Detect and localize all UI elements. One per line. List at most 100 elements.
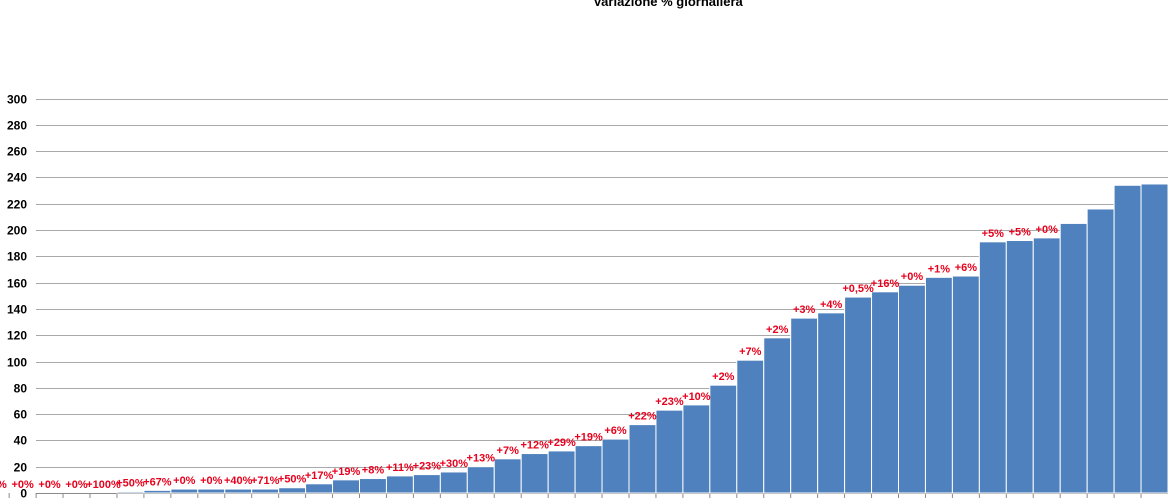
- bar: [1140, 183, 1169, 494]
- data-label: +0%: [38, 479, 61, 491]
- bar: [359, 478, 387, 494]
- bar-series: [116, 183, 1169, 494]
- data-label: +19%: [332, 466, 361, 478]
- y-tick-label: 240: [7, 171, 27, 185]
- data-label: +7%: [497, 445, 520, 457]
- y-tick-label: 60: [14, 408, 28, 422]
- y-tick-label: 160: [7, 277, 27, 291]
- bar: [871, 291, 899, 494]
- bar: [736, 359, 765, 494]
- data-label: +7%: [739, 346, 762, 358]
- data-label: +23%: [413, 461, 442, 473]
- data-label: +2%: [766, 324, 789, 336]
- bar: [1113, 184, 1142, 494]
- data-label: +50%: [278, 474, 307, 486]
- bar: [1032, 237, 1061, 494]
- bar: [547, 450, 576, 494]
- bar: [466, 466, 495, 494]
- bar: [655, 409, 684, 494]
- data-label: +29%: [547, 437, 576, 449]
- data-label: +5%: [982, 228, 1005, 240]
- bar: [197, 488, 226, 494]
- data-label: +2%: [712, 371, 735, 383]
- data-label: +0%: [11, 479, 34, 491]
- y-tick-label: 280: [7, 119, 27, 133]
- data-label: +0%: [901, 271, 924, 283]
- data-label: +11%: [386, 462, 414, 474]
- data-label: +3%: [793, 304, 816, 316]
- bar: [116, 491, 145, 494]
- data-label: +10%: [682, 391, 711, 403]
- data-label: +19%: [574, 432, 603, 444]
- gridlines: [8, 99, 1168, 498]
- bar: [385, 475, 414, 494]
- bar: [520, 453, 549, 494]
- bar: [817, 312, 846, 494]
- bar: [709, 384, 738, 494]
- bar: [601, 438, 630, 494]
- bar: [898, 284, 926, 494]
- bar: [978, 241, 1007, 494]
- bar: [924, 276, 953, 494]
- bar: [844, 296, 873, 494]
- bar: [170, 488, 199, 494]
- y-tick-label: 300: [7, 93, 27, 107]
- data-label: +0%: [1036, 224, 1059, 236]
- bar: [790, 317, 819, 494]
- bar: [493, 458, 522, 494]
- bar: [763, 337, 792, 494]
- data-label: +40%: [224, 475, 253, 487]
- data-label: +30%: [440, 458, 469, 470]
- bar: [143, 489, 172, 494]
- y-tick-label: 140: [7, 303, 27, 317]
- bar: [951, 275, 980, 494]
- data-label: +0%: [65, 479, 88, 491]
- bar: [628, 424, 657, 494]
- y-tick-label: 180: [7, 250, 27, 264]
- y-axis-ticks: 0 20 40 60 80 100 120 140 160 180 200 220 240 260 280 3…: [7, 93, 27, 501]
- bar: [412, 474, 441, 494]
- bar: [332, 479, 360, 494]
- bar: [224, 488, 253, 494]
- data-label: +5%: [1009, 227, 1032, 239]
- y-tick-label: 40: [14, 434, 28, 448]
- data-label: +12%: [520, 440, 549, 452]
- y-tick-label: 220: [7, 198, 27, 212]
- data-label: +0%: [173, 475, 196, 487]
- chart-title: Variazione % giornaliera: [593, 0, 743, 9]
- data-label: +22%: [628, 411, 657, 423]
- data-label: +13%: [467, 453, 496, 465]
- bar: [1059, 222, 1088, 494]
- bar: [1086, 208, 1115, 494]
- bar: [305, 483, 334, 494]
- data-label: +71%: [251, 475, 280, 487]
- y-tick-label: 80: [14, 382, 28, 396]
- data-label: +0%: [200, 475, 223, 487]
- data-label: +8%: [362, 465, 385, 477]
- y-tick-label: 100: [7, 356, 27, 370]
- bar: [682, 404, 711, 494]
- data-label: +0%: [0, 479, 7, 491]
- data-label: +6%: [955, 262, 978, 274]
- y-tick-label: 0: [20, 487, 27, 501]
- y-tick-label: 200: [7, 224, 27, 238]
- data-label: +67%: [143, 476, 172, 488]
- data-label: +17%: [305, 470, 334, 482]
- data-label: +50%: [116, 478, 145, 490]
- bar: [278, 487, 307, 494]
- bar: [439, 471, 468, 494]
- data-label: +6%: [604, 425, 627, 437]
- bar: [251, 488, 280, 494]
- y-tick-label: 260: [7, 145, 27, 159]
- y-tick-label: 120: [7, 329, 27, 343]
- data-label: +16%: [871, 278, 900, 290]
- bar: [574, 445, 603, 494]
- data-label: +100%: [86, 479, 121, 491]
- data-label: +23%: [655, 396, 684, 408]
- data-label: +1%: [928, 263, 951, 275]
- data-label: +4%: [820, 299, 843, 311]
- data-label: +0,5%: [842, 283, 874, 295]
- bar: [1005, 240, 1034, 494]
- data-labels: +0%+0%+0%+0%+0%+100%+50%+67%+0%+0%+40%+7…: [0, 224, 1058, 491]
